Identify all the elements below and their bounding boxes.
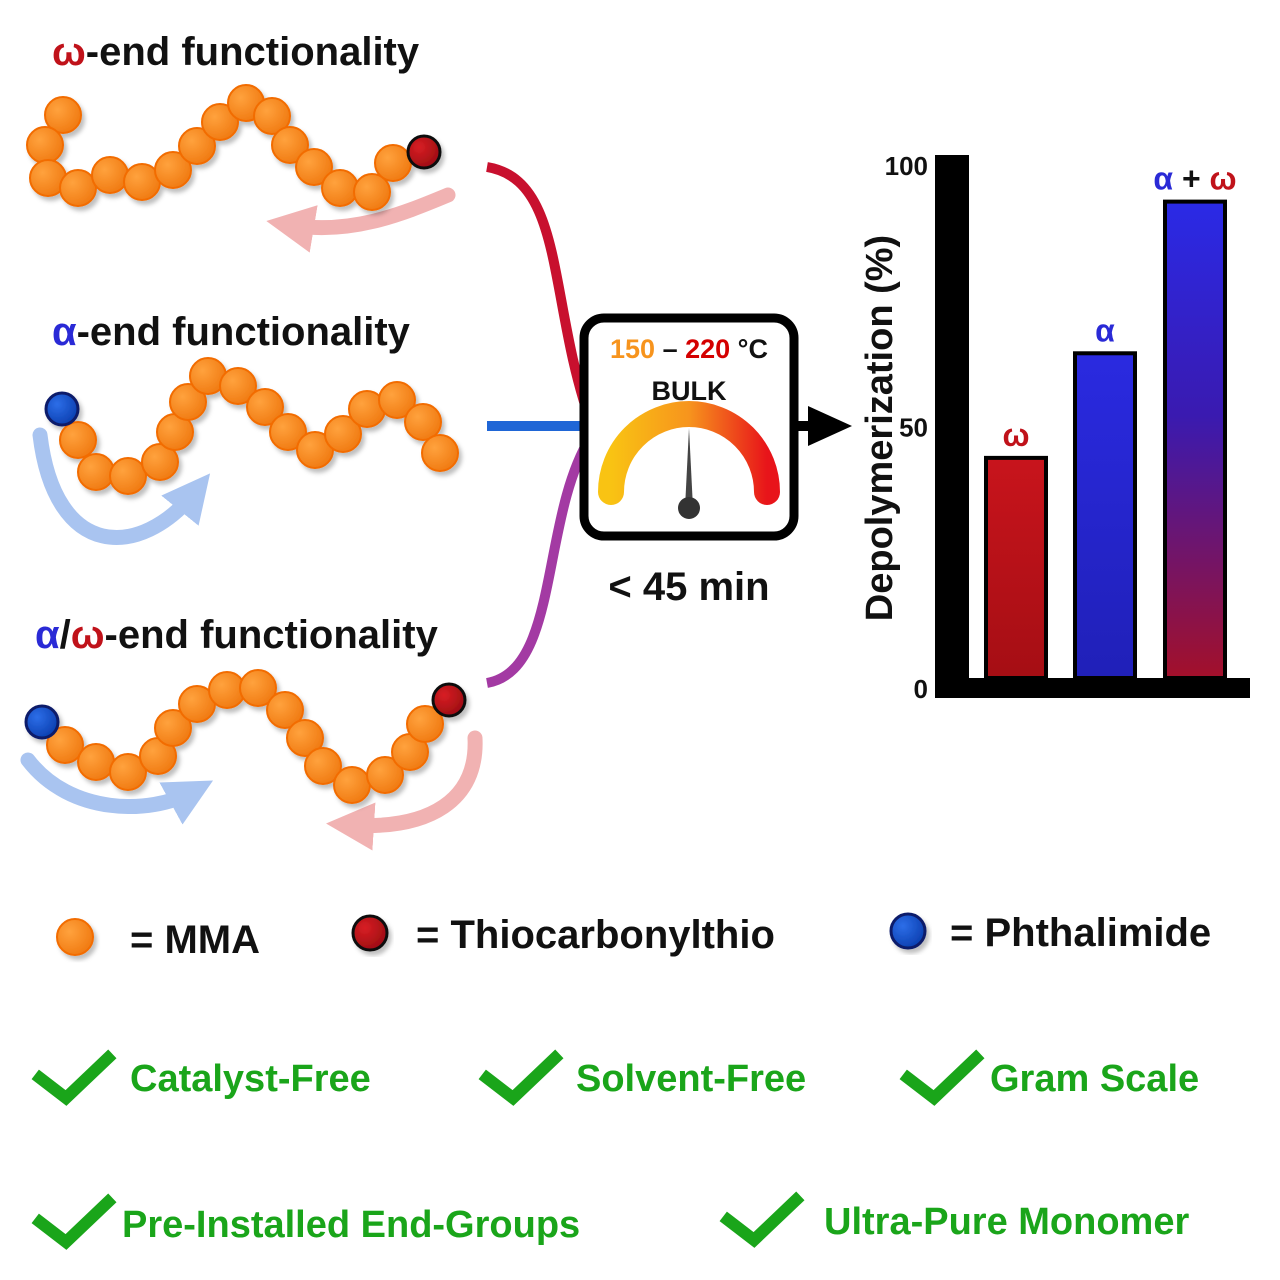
y-axis	[935, 155, 969, 698]
thiocarbonylthio-end-group	[406, 134, 442, 170]
alpha-chain-title: α-end functionality	[52, 310, 411, 354]
mma-bead	[201, 103, 239, 141]
bulk-label: BULK	[652, 376, 727, 406]
mma-bead	[421, 434, 459, 472]
mma-bead	[353, 173, 391, 211]
mma-bead	[109, 753, 147, 791]
mma-legend-bead	[56, 918, 94, 956]
feature-ultra-pure-monomer: Ultra-Pure Monomer	[824, 1201, 1189, 1243]
mma-bead	[271, 126, 309, 164]
mma-bead	[91, 156, 129, 194]
both-omega-depropagation-arrow	[326, 730, 483, 851]
thiocarbonylthio-legend-label: = Thiocarbonylthio	[416, 913, 775, 957]
phthalimide-legend-label: = Phthalimide	[950, 911, 1211, 955]
mma-bead	[321, 169, 359, 207]
feature-catalyst-free: Catalyst-Free	[130, 1058, 371, 1100]
alpha-depropagation-arrow	[32, 427, 211, 545]
mma-bead	[406, 705, 444, 743]
output-arrow-icon	[808, 406, 852, 446]
mma-bead	[286, 719, 324, 757]
gauge-needle-icon	[685, 428, 693, 508]
mma-bead	[141, 443, 179, 481]
bar-omega	[984, 455, 1048, 680]
check-icon	[719, 1191, 805, 1248]
mma-bead	[59, 169, 97, 207]
feature-pre-installed-end-groups: Pre-Installed End-Groups	[122, 1204, 580, 1246]
phthalimide-legend-bead	[889, 912, 927, 950]
phthalimide-end-group	[24, 704, 60, 740]
mma-bead	[304, 747, 342, 785]
mma-bead	[169, 383, 207, 421]
y-axis-title: Depolymerization (%)	[859, 235, 901, 621]
alpha-omega-feed-line	[485, 435, 595, 688]
mma-bead	[154, 151, 192, 189]
y-tick-label: 50	[899, 413, 928, 443]
mma-bead	[366, 756, 404, 794]
alpha-omega-chain-title: α/ω-end functionality	[35, 613, 439, 657]
feature-gram-scale: Gram Scale	[990, 1058, 1199, 1100]
omega-chain-title: ω-end functionality	[52, 30, 420, 74]
y-tick-label: 0	[914, 674, 928, 704]
reaction-time: < 45 min	[608, 565, 769, 609]
mma-bead	[378, 381, 416, 419]
bar-category-label: ω	[1002, 417, 1029, 453]
depolymerization-chart: Depolymerization (%) 0 50 100 ω α α + ω	[859, 151, 1250, 704]
mma-bead	[77, 453, 115, 491]
bar-alpha-omega	[1163, 199, 1227, 681]
thiocarbonylthio-legend-bead	[351, 914, 389, 952]
bar-alpha	[1073, 351, 1137, 680]
mma-bead	[154, 709, 192, 747]
mma-bead	[266, 691, 304, 729]
y-tick-label: 100	[885, 151, 928, 181]
mma-bead	[46, 726, 84, 764]
mma-bead	[246, 388, 284, 426]
mma-bead	[178, 127, 216, 165]
mma-legend-label: = MMA	[130, 918, 260, 962]
mma-bead	[26, 126, 64, 164]
alpha-functional-pmma-chain	[44, 357, 459, 495]
mma-bead	[404, 403, 442, 441]
mma-bead	[269, 413, 307, 451]
mma-bead	[239, 669, 277, 707]
mma-bead	[324, 415, 362, 453]
gauge-pivot	[678, 497, 700, 519]
mma-bead	[59, 421, 97, 459]
alpha-omega-functional-pmma-chain	[24, 669, 467, 804]
both-alpha-depropagation-arrow	[20, 752, 214, 825]
phthalimide-end-group	[44, 391, 80, 427]
mma-bead	[219, 367, 257, 405]
bar-category-label: α	[1095, 312, 1115, 348]
feature-solvent-free: Solvent-Free	[576, 1058, 806, 1100]
mma-bead	[44, 96, 82, 134]
mma-bead	[253, 97, 291, 135]
mma-bead	[77, 743, 115, 781]
check-icon	[899, 1049, 985, 1106]
temperature-range: 150 – 220 °C	[610, 334, 768, 364]
temperature-gauge-arc	[598, 401, 780, 505]
x-axis	[935, 678, 1250, 698]
omega-feed-line	[485, 162, 595, 422]
thiocarbonylthio-end-group	[431, 682, 467, 718]
mma-bead	[374, 144, 412, 182]
mma-bead	[295, 148, 333, 186]
mma-bead	[333, 766, 371, 804]
omega-depropagation-arrow	[266, 187, 456, 253]
check-icon	[31, 1049, 117, 1106]
bar-category-label: α + ω	[1153, 161, 1236, 197]
mma-bead	[109, 457, 147, 495]
check-icon	[31, 1193, 117, 1250]
check-icon	[478, 1049, 564, 1106]
omega-functional-pmma-chain	[26, 84, 442, 211]
